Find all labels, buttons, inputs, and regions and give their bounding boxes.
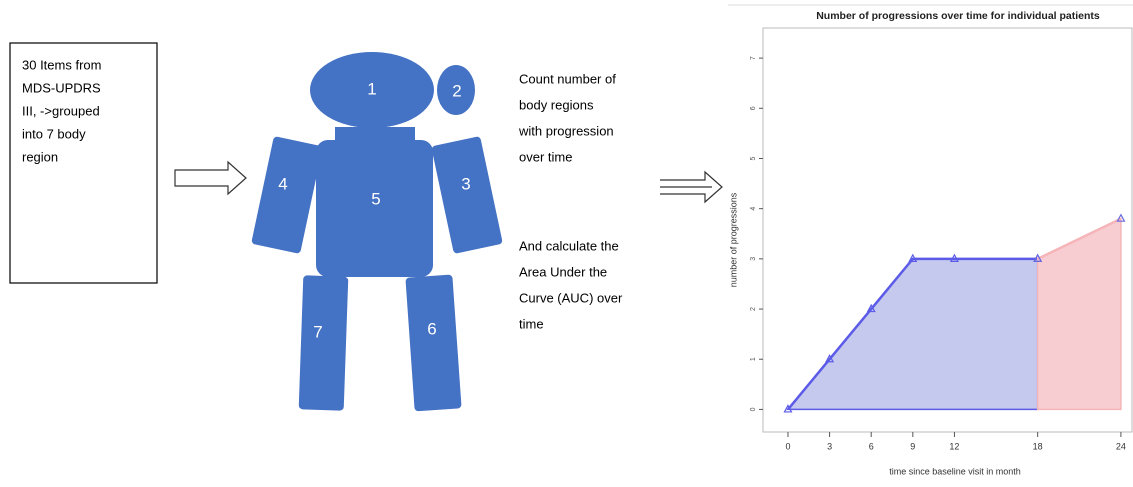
y-axis-label: number of progressions [728,192,738,287]
region-label: 5 [371,189,380,208]
point [1033,253,1043,262]
point [783,404,793,413]
box-text: III, ->grouped [22,103,100,118]
y-tick-label: 6 [750,106,757,110]
y-tick-label: 1 [750,357,757,361]
region-label: 1 [367,79,376,98]
x-tick-label: 9 [910,441,915,451]
left-leg [298,275,349,411]
region-label: 2 [452,81,461,100]
left-arm [251,136,323,254]
note-text: body regions [519,97,594,112]
box-text: 30 Items from [22,57,101,72]
note-text: with progression [518,123,614,138]
y-tick-label: 7 [750,56,757,60]
items-box [9,42,158,284]
body-figure [251,52,503,412]
right-leg [405,274,462,412]
note-text: Curve (AUC) over [519,290,623,305]
chart-title: Number of progressions over time for ind… [816,10,1100,22]
region-2 [437,65,475,115]
x-tick-label: 24 [1116,441,1126,451]
double-arrow [660,170,723,204]
y-tick-label: 4 [750,207,757,211]
right-arm [431,136,503,254]
box-text: region [22,149,58,164]
x-tick-label: 0 [785,441,790,451]
box-text: into 7 body [22,126,86,141]
region-label: 6 [427,319,436,338]
torso [316,140,433,277]
x-axis-label: time since baseline visit in month [889,466,1021,476]
note-text: Count number of [519,71,616,86]
point [1116,213,1126,222]
y-tick-label: 5 [750,156,757,160]
point [866,303,876,313]
line [787,257,1038,411]
arrow [174,160,247,196]
point [825,353,835,363]
note-text: Area Under the [519,264,607,279]
region-label: 4 [278,174,287,193]
y-tick-label: 0 [750,407,757,411]
point [908,253,918,262]
x-tick-label: 6 [869,441,874,451]
region-label: 7 [313,322,322,341]
note-text: time [519,316,544,331]
note-text: over time [519,149,572,164]
line [1037,217,1122,260]
y-tick-label: 2 [750,307,757,311]
point [949,253,959,262]
note-text: And calculate the [519,238,619,253]
x-tick-label: 18 [1033,441,1043,451]
x-tick-label: 12 [949,441,959,451]
box-text: MDS-UPDRS [22,80,101,95]
region-label: 3 [461,174,470,193]
head [310,52,434,128]
x-tick-label: 3 [827,441,832,451]
y-tick-label: 3 [750,257,757,261]
